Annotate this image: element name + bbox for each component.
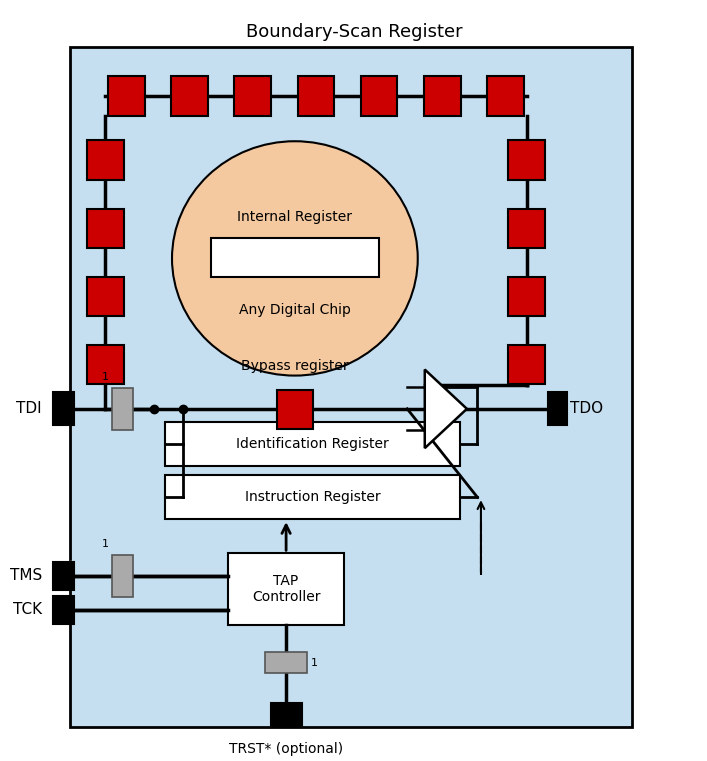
Bar (52, 562, 74, 590)
Bar (87, 345, 124, 384)
Bar (108, 76, 145, 116)
Bar (52, 597, 74, 623)
Text: Any Digital Chip: Any Digital Chip (239, 303, 351, 317)
Bar (211, 238, 379, 277)
Text: 1: 1 (102, 372, 109, 382)
Bar (70, 46, 632, 727)
Text: TDO: TDO (570, 401, 603, 416)
Bar (271, 703, 302, 727)
Bar (87, 209, 124, 248)
Bar (548, 392, 567, 425)
Bar (508, 345, 545, 384)
Bar (52, 392, 74, 425)
Bar (508, 141, 545, 180)
Bar (112, 555, 134, 597)
Bar (165, 476, 460, 519)
Bar (87, 276, 124, 316)
Bar (508, 276, 545, 316)
Bar (171, 76, 208, 116)
Bar (112, 388, 134, 430)
Polygon shape (425, 370, 467, 448)
Text: TCK: TCK (13, 603, 42, 617)
Text: Identification Register: Identification Register (236, 438, 389, 451)
Text: TAP
Controller: TAP Controller (252, 574, 320, 604)
Bar (165, 422, 460, 466)
Ellipse shape (172, 142, 418, 376)
Bar (228, 553, 344, 625)
Bar (298, 76, 334, 116)
Text: 1: 1 (102, 539, 109, 549)
Bar (235, 76, 271, 116)
Text: TMS: TMS (10, 568, 42, 584)
Text: Boundary-Scan Register: Boundary-Scan Register (246, 23, 463, 40)
Text: Internal Register: Internal Register (238, 210, 352, 224)
Text: 1: 1 (310, 658, 317, 668)
Bar (265, 652, 307, 673)
Bar (424, 76, 460, 116)
Text: Instruction Register: Instruction Register (245, 490, 380, 505)
Text: TRST* (optional): TRST* (optional) (229, 742, 343, 756)
Text: TDI: TDI (16, 401, 42, 416)
Bar (276, 390, 313, 429)
Bar (87, 141, 124, 180)
Bar (487, 76, 524, 116)
Bar (361, 76, 397, 116)
Bar (508, 209, 545, 248)
Text: Bypass register: Bypass register (241, 359, 349, 374)
